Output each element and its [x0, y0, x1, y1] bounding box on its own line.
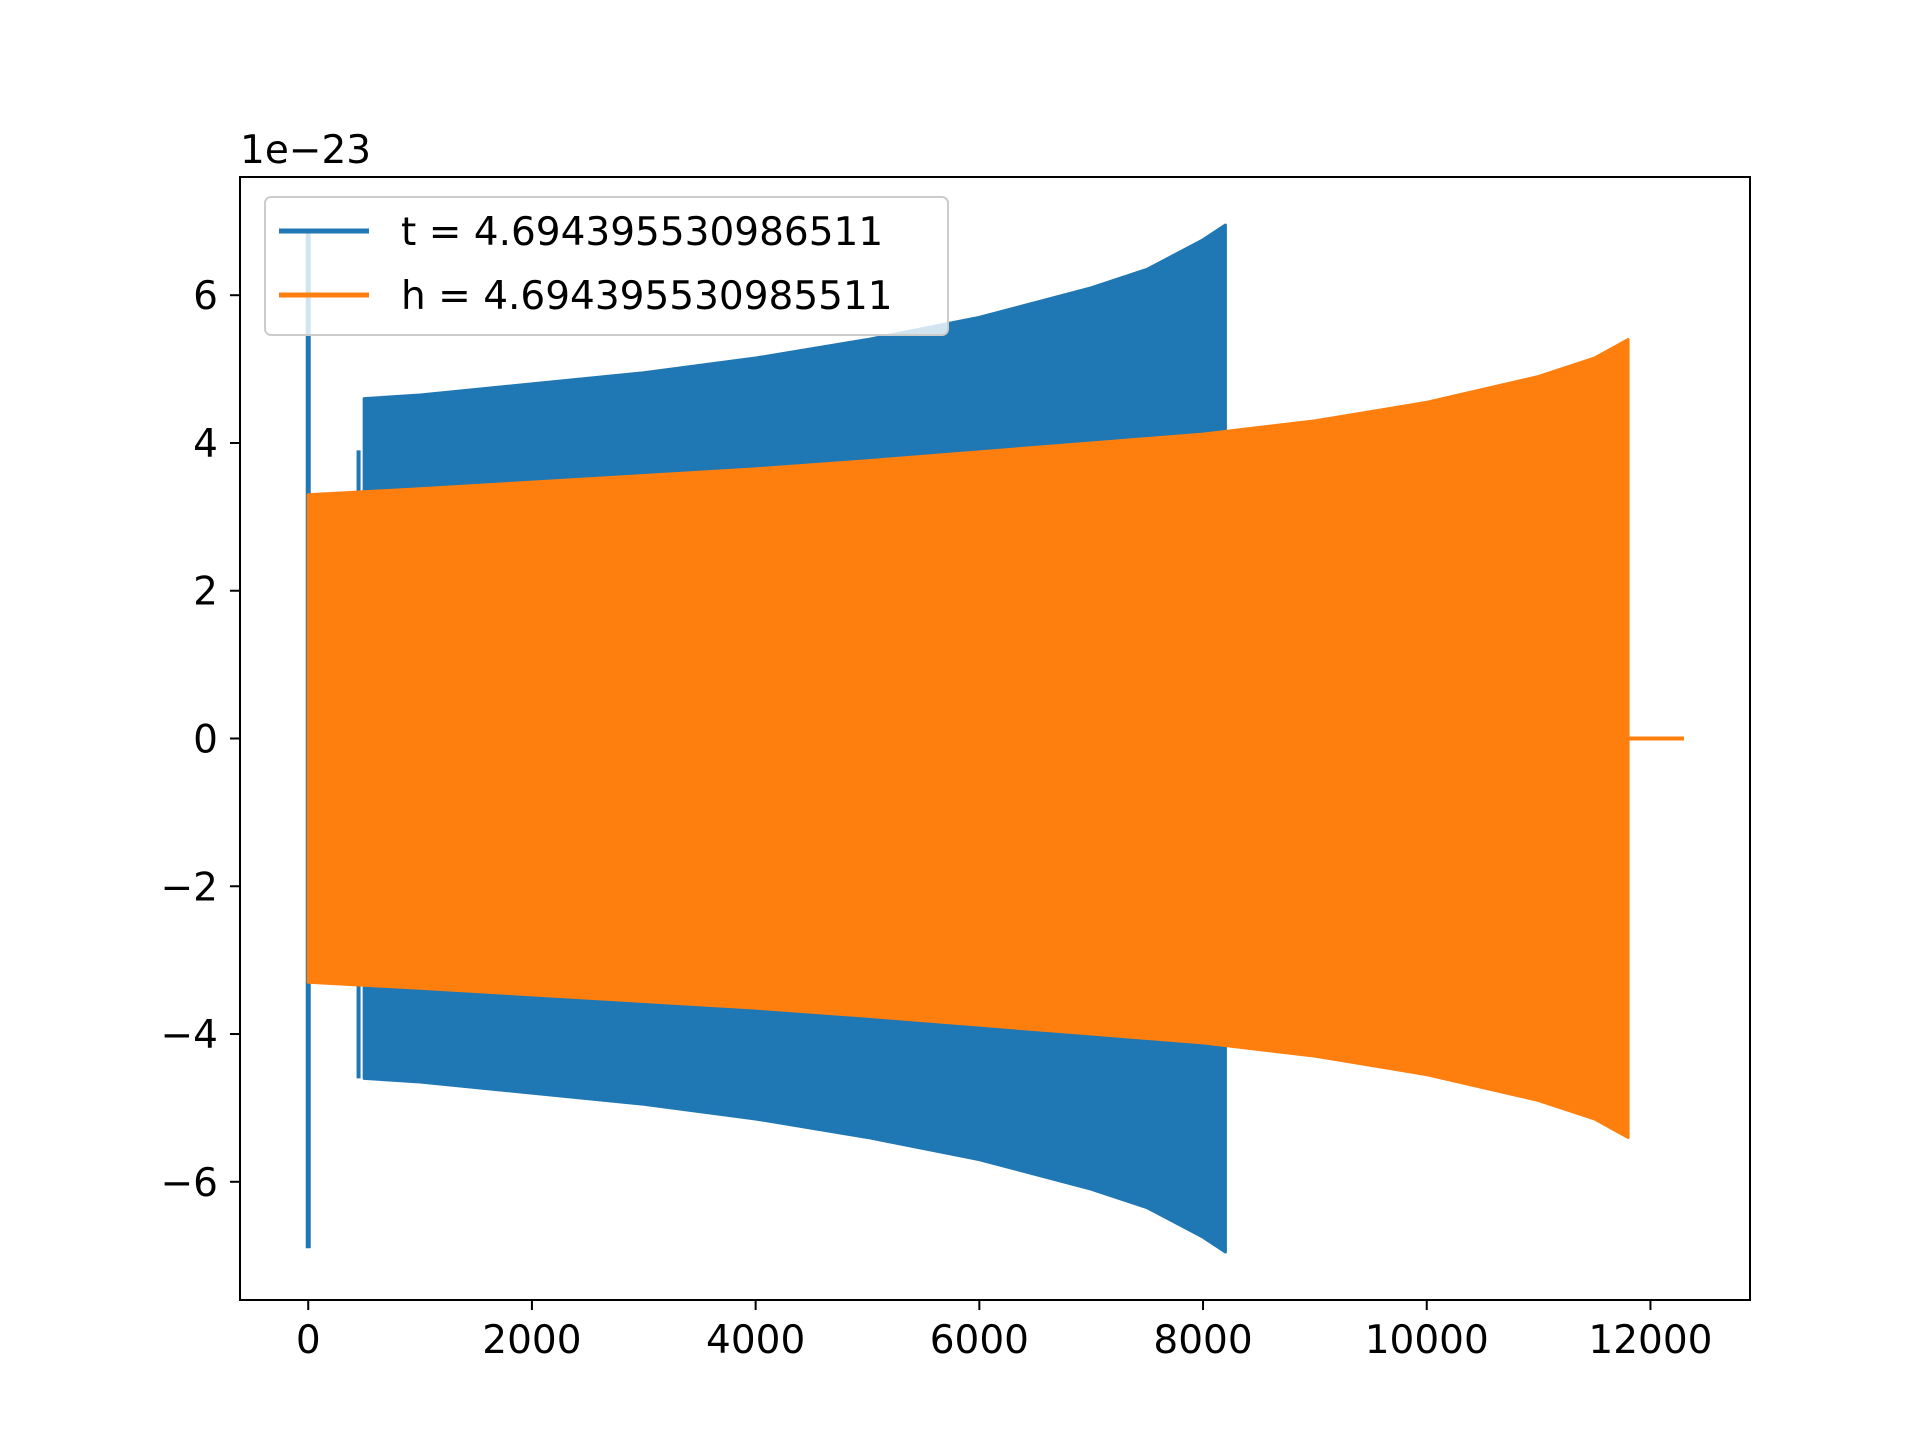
y-tick-label: −2: [161, 865, 219, 910]
y-tick-label: 6: [193, 274, 218, 319]
x-tick-label: 0: [296, 1318, 321, 1363]
axes: 0 2000 4000 6000 8000 10000 12000 −6 −4 −2 0 2 4 6 1e−…: [161, 128, 1751, 1363]
y-tick-label: −4: [161, 1013, 219, 1058]
y-tick-label: −6: [161, 1161, 219, 1206]
y-offset-label: 1e−23: [240, 128, 371, 173]
y-tick-label: 2: [193, 570, 218, 615]
x-tick-label: 6000: [930, 1318, 1029, 1363]
x-tick-label: 10000: [1365, 1318, 1489, 1363]
x-tick-label: 12000: [1588, 1318, 1712, 1363]
legend: t = 4.694395530986511 h = 4.6943955309855…: [264, 196, 949, 336]
x-tick-label: 4000: [706, 1318, 805, 1363]
x-tick-label: 8000: [1153, 1318, 1252, 1363]
y-tick-label: 4: [193, 422, 218, 467]
series-h-envelope: [306, 338, 1630, 1139]
legend-label: h = 4.694395530985511: [401, 274, 893, 319]
legend-label: t = 4.694395530986511: [401, 210, 883, 255]
plot-area: [305, 223, 1685, 1254]
y-tick-label: 0: [193, 718, 218, 763]
legend-box: [264, 196, 949, 336]
x-tick-label: 2000: [482, 1318, 581, 1363]
